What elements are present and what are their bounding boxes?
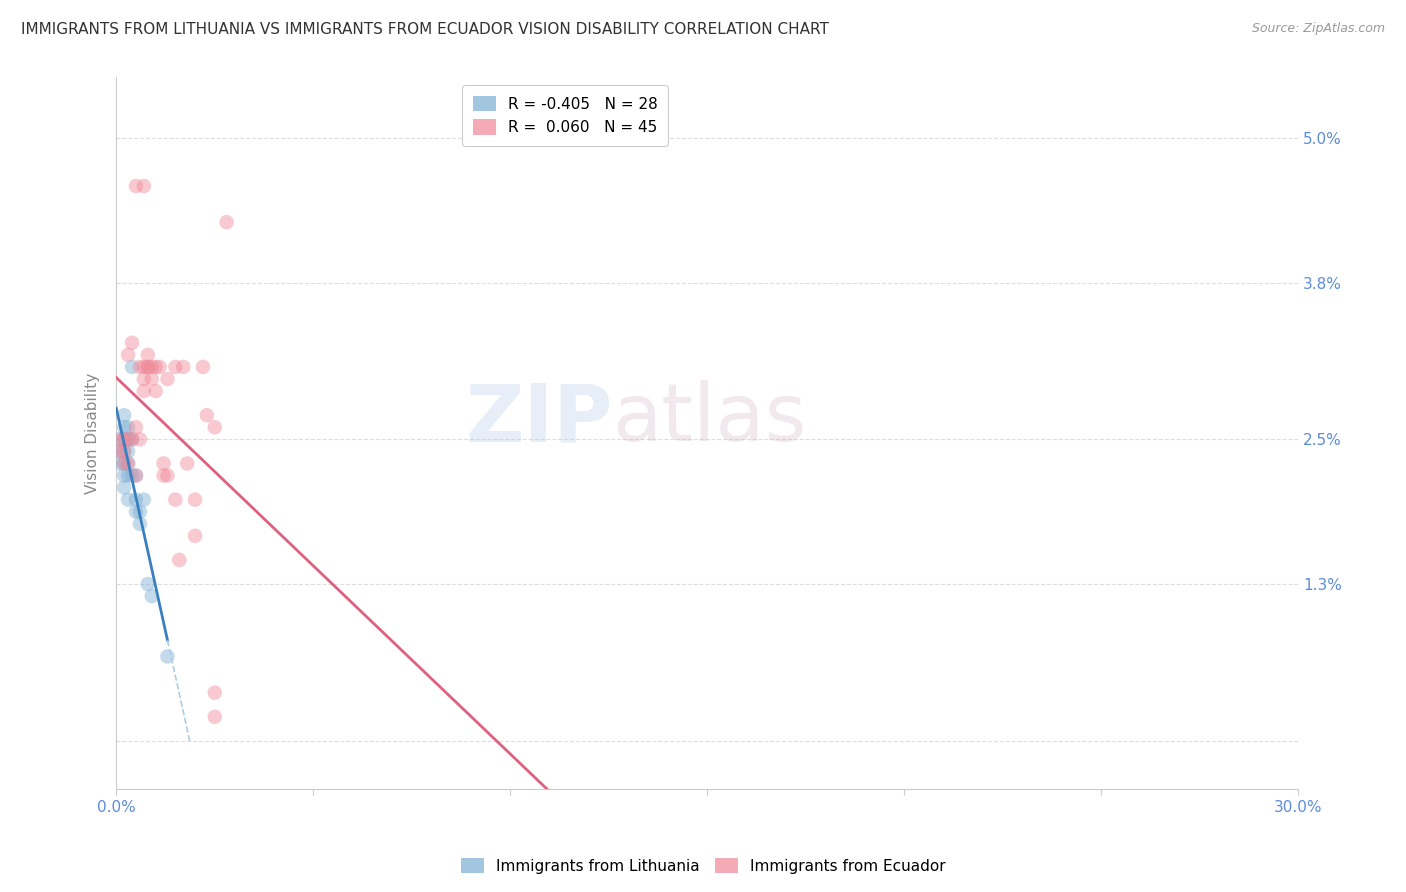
Point xyxy=(125,468,148,483)
Point xyxy=(184,492,207,507)
Point xyxy=(117,468,139,483)
Point xyxy=(121,433,143,447)
Point xyxy=(121,335,143,350)
Text: IMMIGRANTS FROM LITHUANIA VS IMMIGRANTS FROM ECUADOR VISION DISABILITY CORRELATI: IMMIGRANTS FROM LITHUANIA VS IMMIGRANTS … xyxy=(21,22,830,37)
Point xyxy=(141,589,163,603)
Point xyxy=(149,359,172,374)
Point xyxy=(215,215,238,229)
Point xyxy=(141,359,163,374)
Point xyxy=(145,359,167,374)
Point xyxy=(129,505,152,519)
Point xyxy=(117,433,139,447)
Point xyxy=(129,516,152,531)
Point xyxy=(204,686,226,700)
Point xyxy=(121,359,143,374)
Point xyxy=(184,529,207,543)
Point xyxy=(112,468,135,483)
Point xyxy=(152,457,174,471)
Point xyxy=(121,468,143,483)
Point xyxy=(136,577,159,591)
Point xyxy=(125,492,148,507)
Point xyxy=(117,348,139,362)
Point xyxy=(125,179,148,194)
Point xyxy=(195,408,218,422)
Point xyxy=(117,457,139,471)
Point xyxy=(204,710,226,724)
Point xyxy=(112,408,135,422)
Point xyxy=(117,433,139,447)
Point xyxy=(191,359,214,374)
Point xyxy=(112,433,135,447)
Point xyxy=(108,457,131,471)
Point xyxy=(132,492,155,507)
Point xyxy=(112,420,135,434)
Point xyxy=(108,444,131,458)
Point xyxy=(112,433,135,447)
Point xyxy=(108,444,131,458)
Point xyxy=(176,457,198,471)
Legend: Immigrants from Lithuania, Immigrants from Ecuador: Immigrants from Lithuania, Immigrants fr… xyxy=(454,852,952,880)
Point xyxy=(125,468,148,483)
Point xyxy=(132,372,155,386)
Point xyxy=(136,359,159,374)
Point xyxy=(112,444,135,458)
Point xyxy=(129,433,152,447)
Point xyxy=(125,420,148,434)
Point xyxy=(169,553,191,567)
Point xyxy=(112,457,135,471)
Y-axis label: Vision Disability: Vision Disability xyxy=(86,373,100,494)
Text: ZIP: ZIP xyxy=(465,380,613,458)
Point xyxy=(152,468,174,483)
Point xyxy=(125,505,148,519)
Point xyxy=(132,359,155,374)
Text: Source: ZipAtlas.com: Source: ZipAtlas.com xyxy=(1251,22,1385,36)
Point xyxy=(112,444,135,458)
Point xyxy=(165,492,187,507)
Point xyxy=(141,372,163,386)
Point xyxy=(156,649,179,664)
Point xyxy=(136,348,159,362)
Point xyxy=(165,359,187,374)
Point xyxy=(108,433,131,447)
Point xyxy=(136,359,159,374)
Point xyxy=(132,179,155,194)
Point xyxy=(117,457,139,471)
Text: atlas: atlas xyxy=(613,380,807,458)
Point xyxy=(156,372,179,386)
Point xyxy=(156,468,179,483)
Point xyxy=(117,444,139,458)
Point xyxy=(112,481,135,495)
Point xyxy=(117,492,139,507)
Point xyxy=(145,384,167,398)
Point xyxy=(112,457,135,471)
Point xyxy=(204,420,226,434)
Point xyxy=(117,420,139,434)
Point xyxy=(121,433,143,447)
Point xyxy=(108,433,131,447)
Point xyxy=(172,359,194,374)
Legend: R = -0.405   N = 28, R =  0.060   N = 45: R = -0.405 N = 28, R = 0.060 N = 45 xyxy=(463,85,668,146)
Point xyxy=(132,384,155,398)
Point xyxy=(129,359,152,374)
